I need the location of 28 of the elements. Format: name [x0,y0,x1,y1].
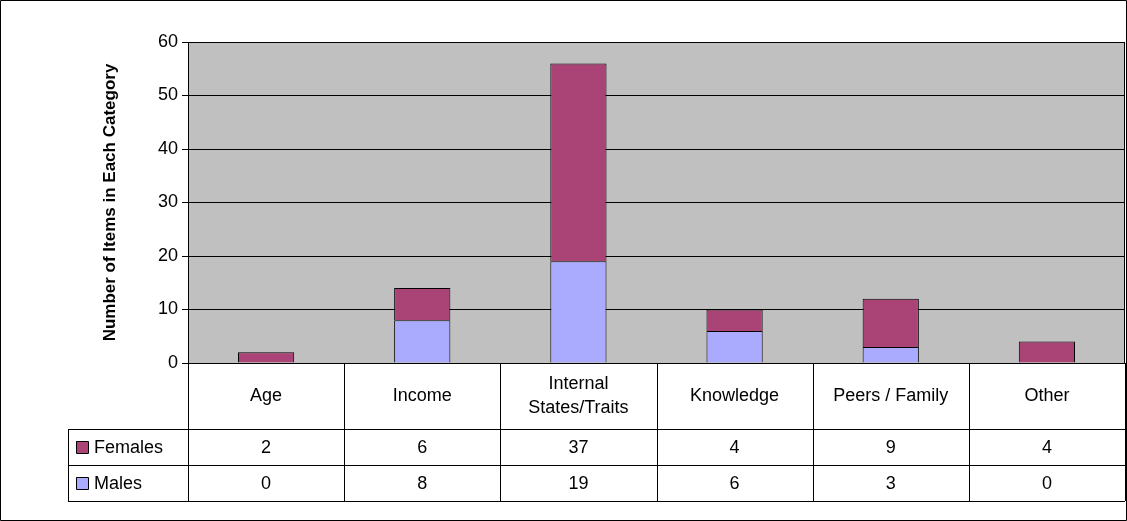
y-tick-label: 60 [157,30,178,51]
data-label: 19 [568,472,589,493]
y-tick-label: 0 [167,351,178,372]
legend-label: Males [94,472,143,493]
x-tick-label: Internal States/Traits [528,372,629,417]
data-label: 6 [729,472,740,493]
x-tick-label: Income [392,384,452,405]
x-tick-label: Other [1024,384,1070,405]
data-label: 37 [568,436,589,457]
y-tick-label: 50 [157,84,178,105]
data-label: 0 [1041,472,1052,493]
x-tick-label: Peers / Family [833,384,949,405]
y-axis-title: Number of Items in Each Category [99,63,119,342]
data-label: 9 [885,436,896,457]
data-label: 2 [261,436,272,457]
legend-label: Females [94,436,164,457]
data-label: 3 [885,472,896,493]
data-label: 6 [417,436,428,457]
y-tick-label: 10 [157,298,178,319]
x-tick-label: Age [250,384,283,405]
y-tick-label: 20 [157,244,178,265]
data-label: 8 [417,472,428,493]
data-label: 4 [1041,436,1052,457]
y-tick-label: 30 [157,191,178,212]
data-label: 0 [261,472,272,493]
data-label: 4 [729,436,740,457]
y-tick-label: 40 [157,137,178,158]
x-tick-label: Knowledge [690,384,780,405]
